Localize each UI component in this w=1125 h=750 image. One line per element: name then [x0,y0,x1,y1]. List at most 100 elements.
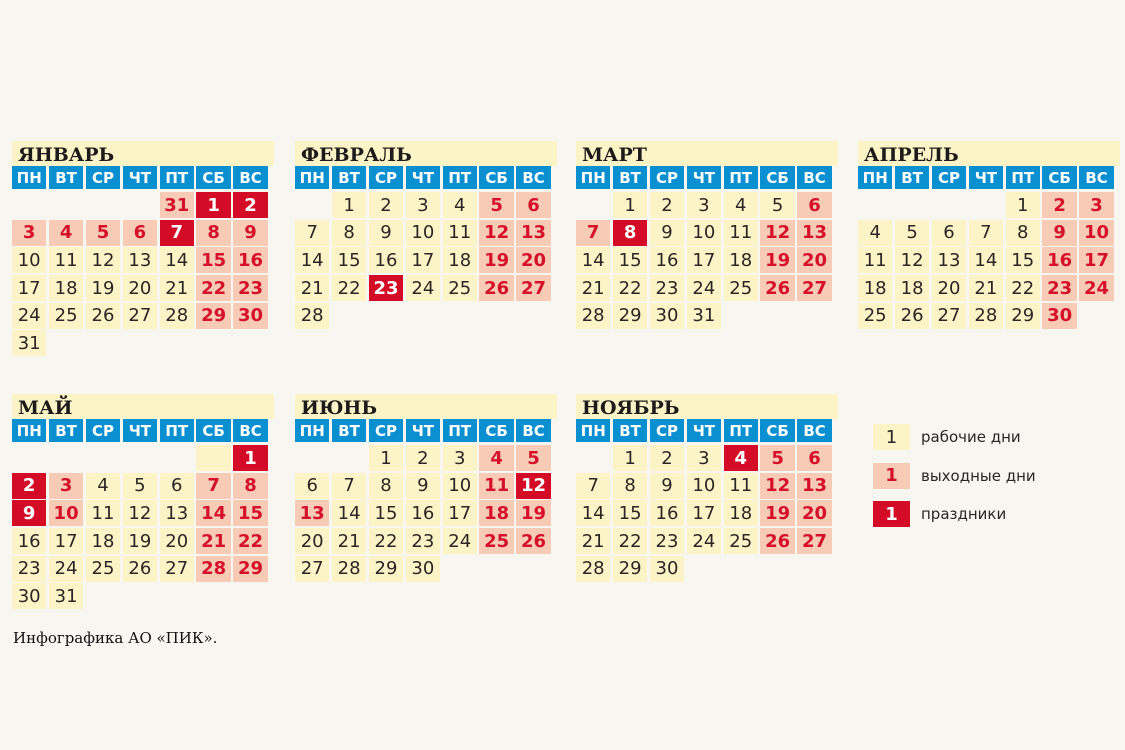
day-cell: 6 [931,219,967,246]
day-cell: 3 [1079,192,1114,218]
day-cell: 15 [1005,247,1040,274]
weekday-label: СР [649,419,685,442]
empty-cell [12,192,46,218]
weekday-label: ПН [12,166,47,189]
day-cell: 25 [479,528,514,555]
day-cell: 20 [122,275,158,302]
day-cell: 14 [576,247,611,274]
empty-cell [858,192,892,218]
weekday-header: ПН ВТ СР ЧТ ПТ СБ ВС [12,166,274,189]
day-cell: 18 [442,247,477,274]
day-cell: 31 [12,330,47,357]
day-cell: 16 [649,247,685,274]
weekday-label: ВС [516,419,551,442]
weekday-label: СР [85,419,121,442]
weekday-label: ПТ [442,419,477,442]
day-cell: 9 [12,500,47,527]
day-cell: 5 [479,192,514,218]
weekday-label: ВТ [894,166,930,189]
legend-swatch-workday: 1 [873,424,910,450]
day-cell: 9 [233,219,268,246]
day-cell: 23 [12,555,47,582]
legend-holidays: 1 праздники [873,501,1036,527]
day-cell: 9 [1042,219,1077,246]
day-cell: 22 [612,528,648,555]
day-cell: 17 [405,247,441,274]
day-cell: 31 [686,302,722,329]
month-february: ФЕВРАЛЬ ПН ВТ СР ЧТ ПТ СБ ВС 1 2 3 4 5 6 7 8 9 10 11 12 13… [295,141,557,329]
weekday-label: ВС [1079,166,1114,189]
weekday-label: СБ [479,419,514,442]
day-cell: 19 [760,500,795,527]
day-cell: 15 [233,500,268,527]
day-cell: 23 [405,528,441,555]
weekday-label: СР [368,166,404,189]
day-cell: 27 [797,528,832,555]
day-cell: 18 [85,528,121,555]
day-cell: 26 [122,555,158,582]
day-cell: 11 [723,219,758,246]
day-cell: 7 [295,219,330,246]
day-cell: 16 [405,500,441,527]
day-cell: 1 [612,445,648,471]
day-grid: 31 1 2 3 4 5 6 7 8 9 10 11 12 13 14 15 16 17 18 19 20 21 22 23 2… [12,192,274,357]
day-cell: 8 [233,472,268,499]
day-cell: 2 [368,192,404,218]
weekday-label: ПТ [442,166,477,189]
day-cell: 6 [159,472,194,499]
day-cell: 9 [649,219,685,246]
weekday-label: ПТ [159,419,194,442]
day-cell: 25 [723,275,758,302]
day-cell: 16 [1042,247,1077,274]
weekday-label: ЧТ [405,419,441,442]
day-cell: 3 [686,445,722,471]
weekday-label: СР [368,419,404,442]
day-cell: 3 [442,445,477,471]
day-cell: 15 [368,500,404,527]
weekday-label: ВС [797,166,832,189]
weekday-label: ВС [233,419,268,442]
empty-cell [160,445,194,471]
day-cell: 15 [612,247,648,274]
legend-workdays: 1 рабочие дни [873,424,1036,450]
day-cell: 11 [723,472,758,499]
day-cell: 28 [576,302,611,329]
day-cell: 4 [48,219,84,246]
weekday-label: ЧТ [122,166,158,189]
empty-cell [576,192,610,218]
day-cell: 24 [442,528,477,555]
day-cell: 7 [576,472,611,499]
day-cell: 29 [1005,302,1040,329]
legend-label: праздники [921,505,1007,523]
day-cell: 8 [196,219,231,246]
day-cell: 15 [612,500,648,527]
empty-cell [295,445,329,471]
weekday-label: ПН [576,166,611,189]
day-cell: 11 [48,247,84,274]
day-cell: 29 [196,302,231,329]
day-cell: 3 [405,192,441,218]
day-cell: 12 [894,247,930,274]
day-cell: 12 [516,472,551,499]
day-grid: 1 2 3 4 5 6 7 8 9 10 11 12 13 14 15 16 17 18 19 20 21 22 23 24 2… [12,445,274,610]
day-cell: 3 [686,192,722,218]
day-cell: 2 [1042,192,1077,218]
weekday-label: СР [649,166,685,189]
legend-swatch-weekend: 1 [873,462,910,489]
day-cell: 20 [797,500,832,527]
day-cell: 22 [1005,275,1040,302]
weekday-label: ВС [797,419,832,442]
day-cell: 28 [295,302,330,329]
weekday-label: ПН [576,419,611,442]
day-cell: 21 [196,528,231,555]
weekday-label: ЧТ [122,419,158,442]
day-cell: 23 [649,528,685,555]
day-cell: 4 [723,192,758,218]
day-cell: 10 [686,472,722,499]
day-cell: 30 [405,555,441,582]
day-cell: 28 [159,302,194,329]
day-cell: 6 [516,192,551,218]
day-cell: 13 [797,472,832,499]
day-cell: 9 [649,472,685,499]
day-cell: 28 [968,302,1004,329]
